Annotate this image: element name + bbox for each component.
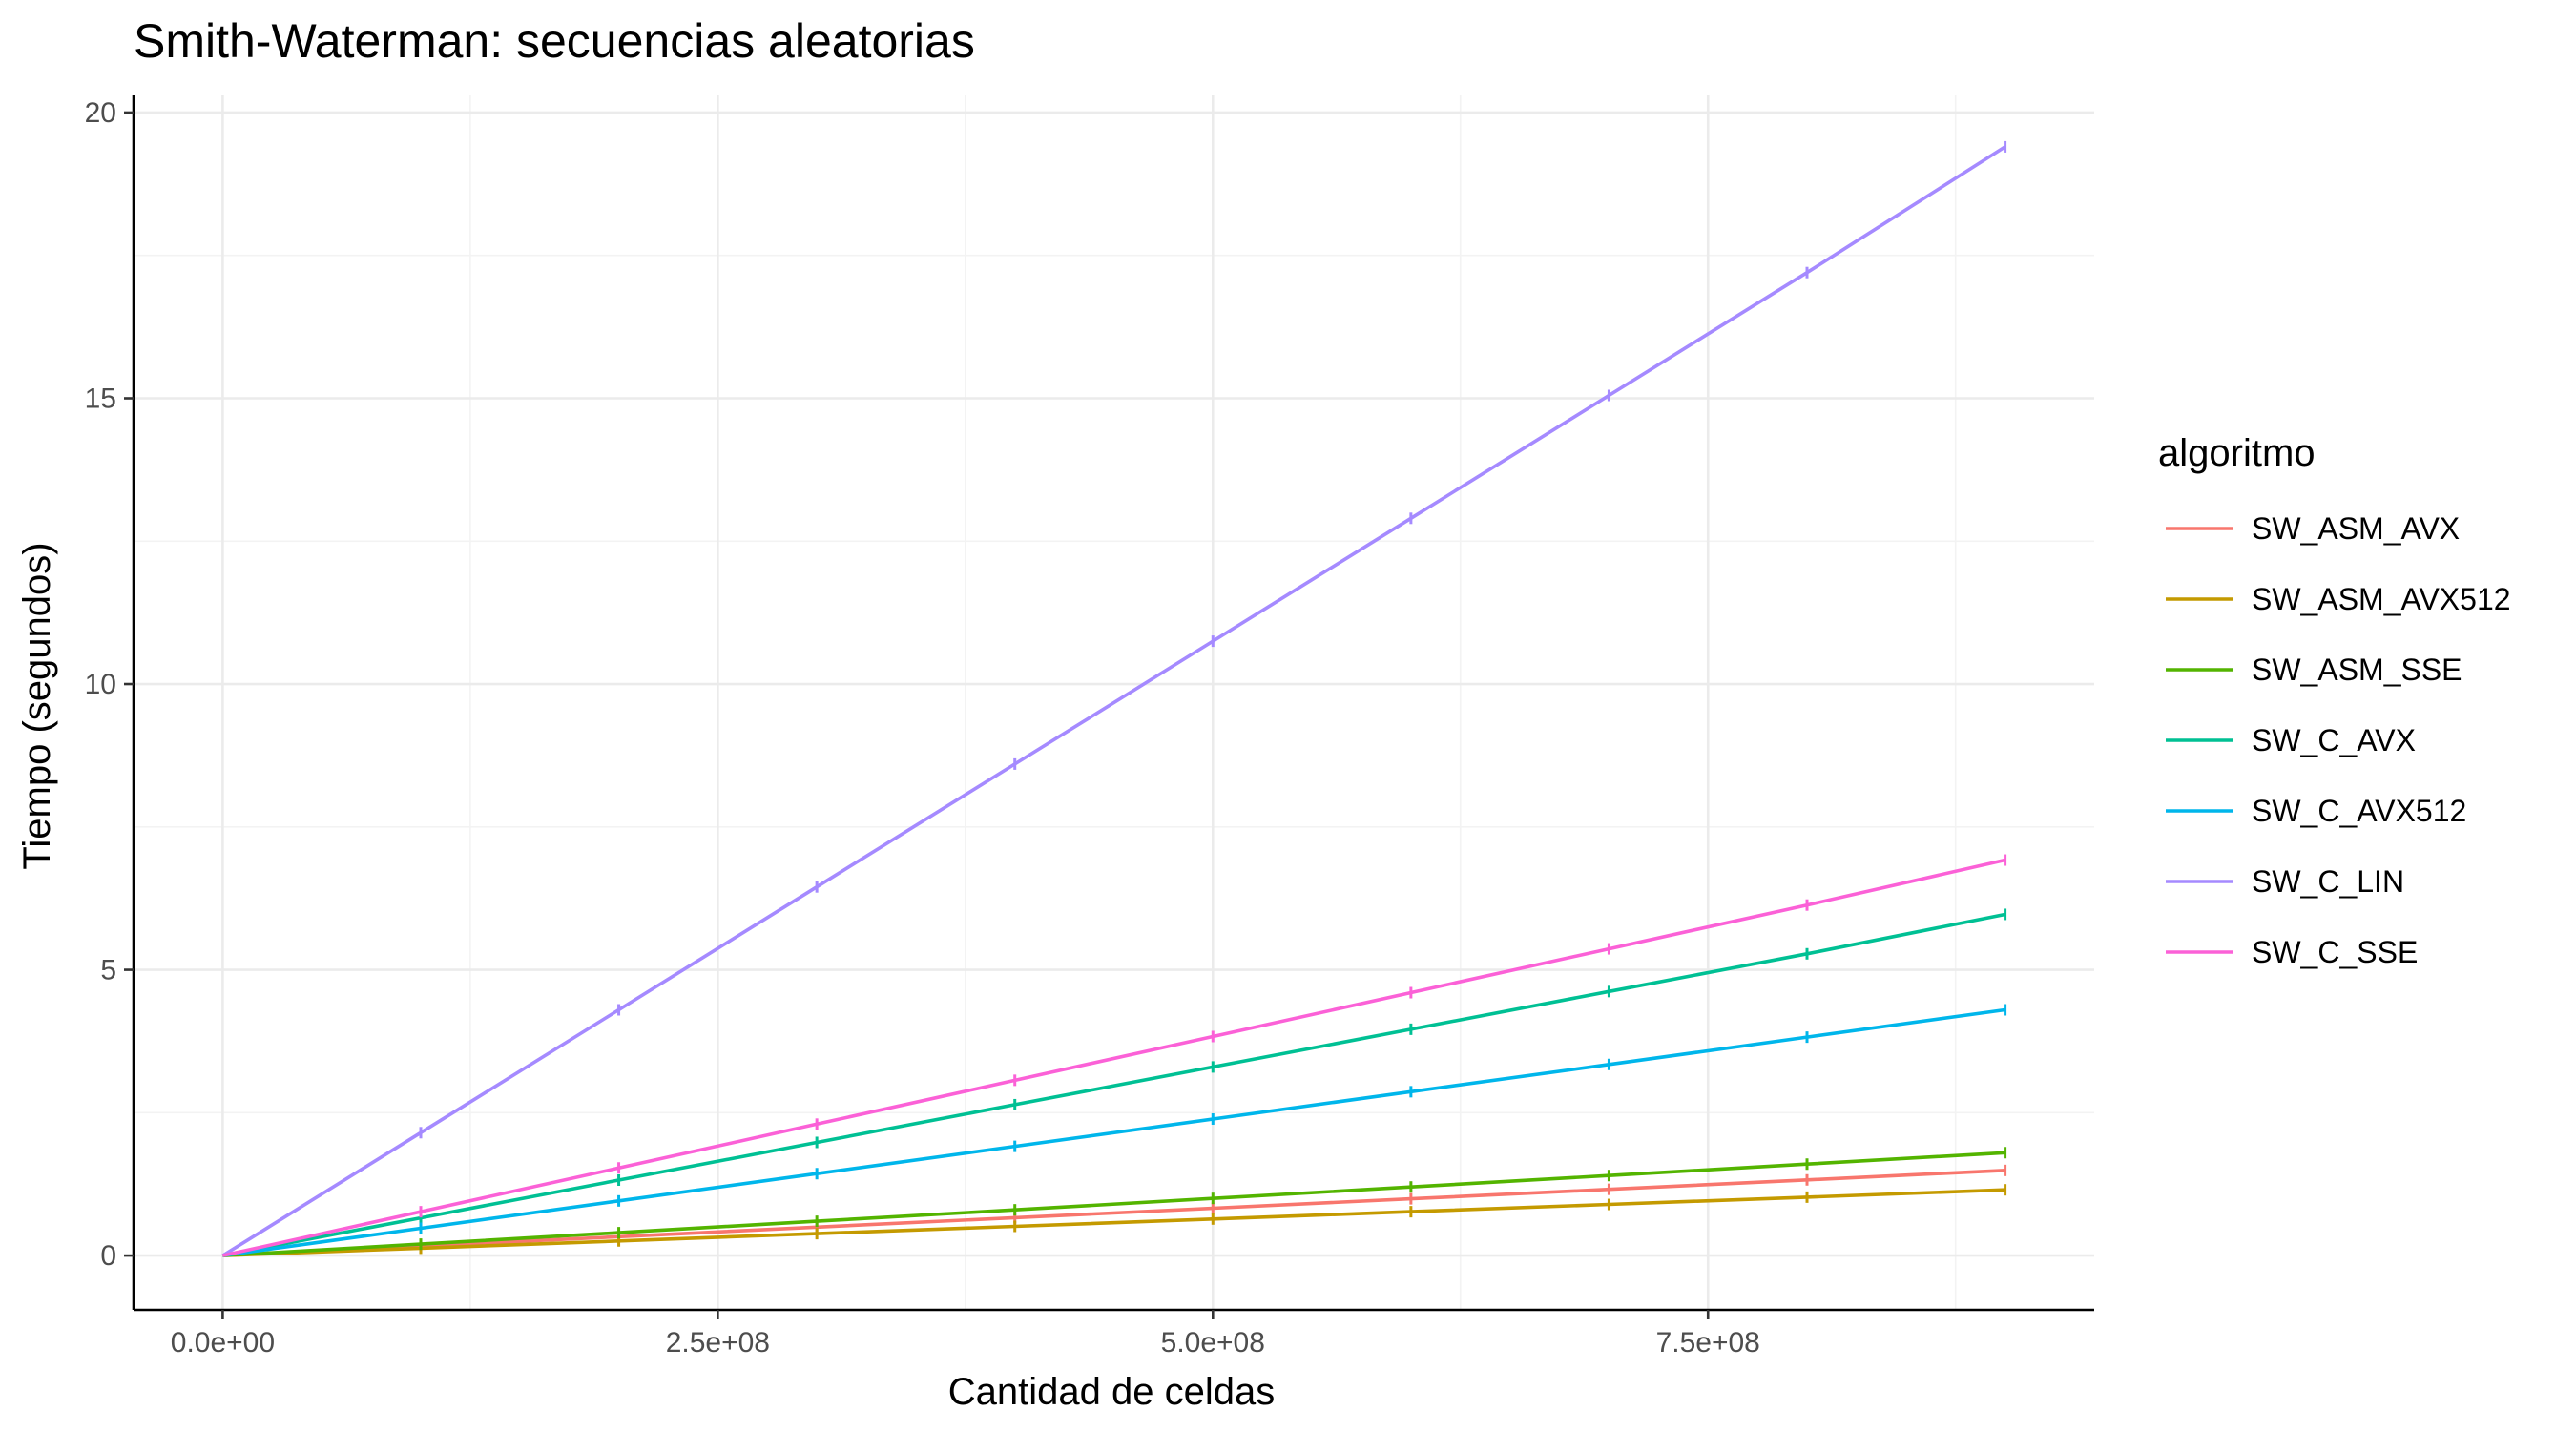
y-tick-label: 0	[100, 1240, 116, 1272]
x-tick-label: 5.0e+08	[1161, 1327, 1265, 1358]
series-line-sw-asm-avx512	[222, 1188, 2005, 1257]
legend-label-sw-asm-avx512: SW_ASM_AVX512	[2252, 582, 2511, 616]
legend-label-sw-c-lin: SW_C_LIN	[2252, 864, 2404, 899]
series-line-sw-c-sse	[222, 858, 2005, 1257]
chart-title: Smith-Waterman: secuencias aleatorias	[134, 14, 975, 68]
series-line-sw-c-avx	[222, 912, 2005, 1257]
y-tick-label: 20	[85, 97, 116, 129]
legend-label-sw-asm-sse: SW_ASM_SSE	[2252, 653, 2462, 687]
series-line-sw-asm-sse	[222, 1151, 2005, 1257]
tick-labels: 0.0e+00 2.5e+08 5.0e+08 7.5e+08 0 5 10 15 20	[85, 97, 1760, 1358]
x-tick-label: 2.5e+08	[666, 1327, 770, 1358]
x-tick-label: 0.0e+00	[171, 1327, 275, 1358]
legend-label-sw-c-avx512: SW_C_AVX512	[2252, 794, 2466, 828]
legend-label-sw-c-sse: SW_C_SSE	[2252, 935, 2418, 969]
legend-label-sw-asm-avx: SW_ASM_AVX	[2252, 511, 2460, 546]
y-tick-label: 5	[100, 955, 116, 986]
axes	[124, 95, 2094, 1319]
legend-title: algoritmo	[2158, 432, 2316, 474]
x-axis-title: Cantidad de celdas	[948, 1371, 1275, 1413]
y-axis-title: Tiempo (segundos)	[16, 542, 58, 869]
y-tick-label: 10	[85, 669, 116, 700]
grid	[134, 95, 2094, 1310]
series-line-sw-asm-avx	[222, 1169, 2005, 1257]
series-lines	[221, 140, 2007, 1257]
legend-label-sw-c-avx: SW_C_AVX	[2252, 723, 2416, 757]
series-line-sw-c-lin	[221, 145, 2006, 1257]
x-tick-label: 7.5e+08	[1656, 1327, 1760, 1358]
legend: algoritmo SW_ASM_AVX SW_ASM_AVX512 SW_ASM_…	[2158, 432, 2511, 969]
y-tick-label: 15	[85, 384, 116, 415]
series-line-sw-c-avx512	[222, 1007, 2005, 1257]
